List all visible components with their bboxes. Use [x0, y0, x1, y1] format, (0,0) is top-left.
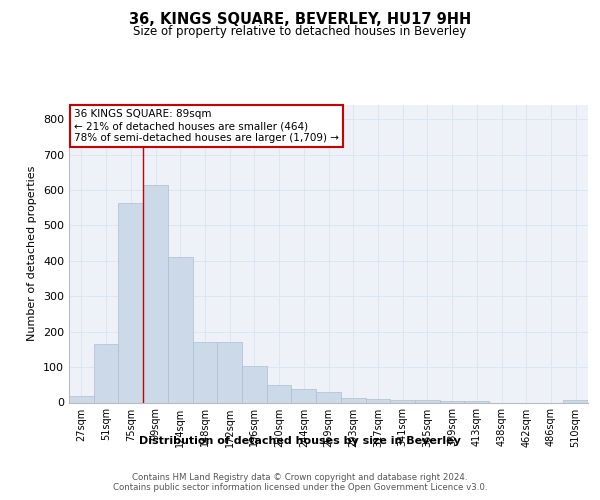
Bar	[464, 400, 489, 402]
Bar	[563, 400, 588, 402]
Bar	[440, 400, 464, 402]
Bar	[292, 389, 316, 402]
Bar	[193, 342, 217, 402]
Bar	[217, 342, 242, 402]
Text: Distribution of detached houses by size in Beverley: Distribution of detached houses by size …	[139, 436, 461, 446]
Bar	[143, 184, 168, 402]
Bar	[316, 392, 341, 402]
Bar	[267, 385, 292, 402]
Bar	[341, 398, 365, 402]
Bar	[390, 400, 415, 402]
Text: 36, KINGS SQUARE, BEVERLEY, HU17 9HH: 36, KINGS SQUARE, BEVERLEY, HU17 9HH	[129, 12, 471, 28]
Bar	[94, 344, 118, 403]
Text: Contains HM Land Registry data © Crown copyright and database right 2024.
Contai: Contains HM Land Registry data © Crown c…	[113, 472, 487, 492]
Bar	[118, 203, 143, 402]
Bar	[365, 399, 390, 402]
Text: Size of property relative to detached houses in Beverley: Size of property relative to detached ho…	[133, 25, 467, 38]
Text: 36 KINGS SQUARE: 89sqm
← 21% of detached houses are smaller (464)
78% of semi-de: 36 KINGS SQUARE: 89sqm ← 21% of detached…	[74, 110, 339, 142]
Y-axis label: Number of detached properties: Number of detached properties	[28, 166, 37, 342]
Bar	[168, 258, 193, 402]
Bar	[242, 366, 267, 403]
Bar	[415, 400, 440, 402]
Bar	[69, 396, 94, 402]
